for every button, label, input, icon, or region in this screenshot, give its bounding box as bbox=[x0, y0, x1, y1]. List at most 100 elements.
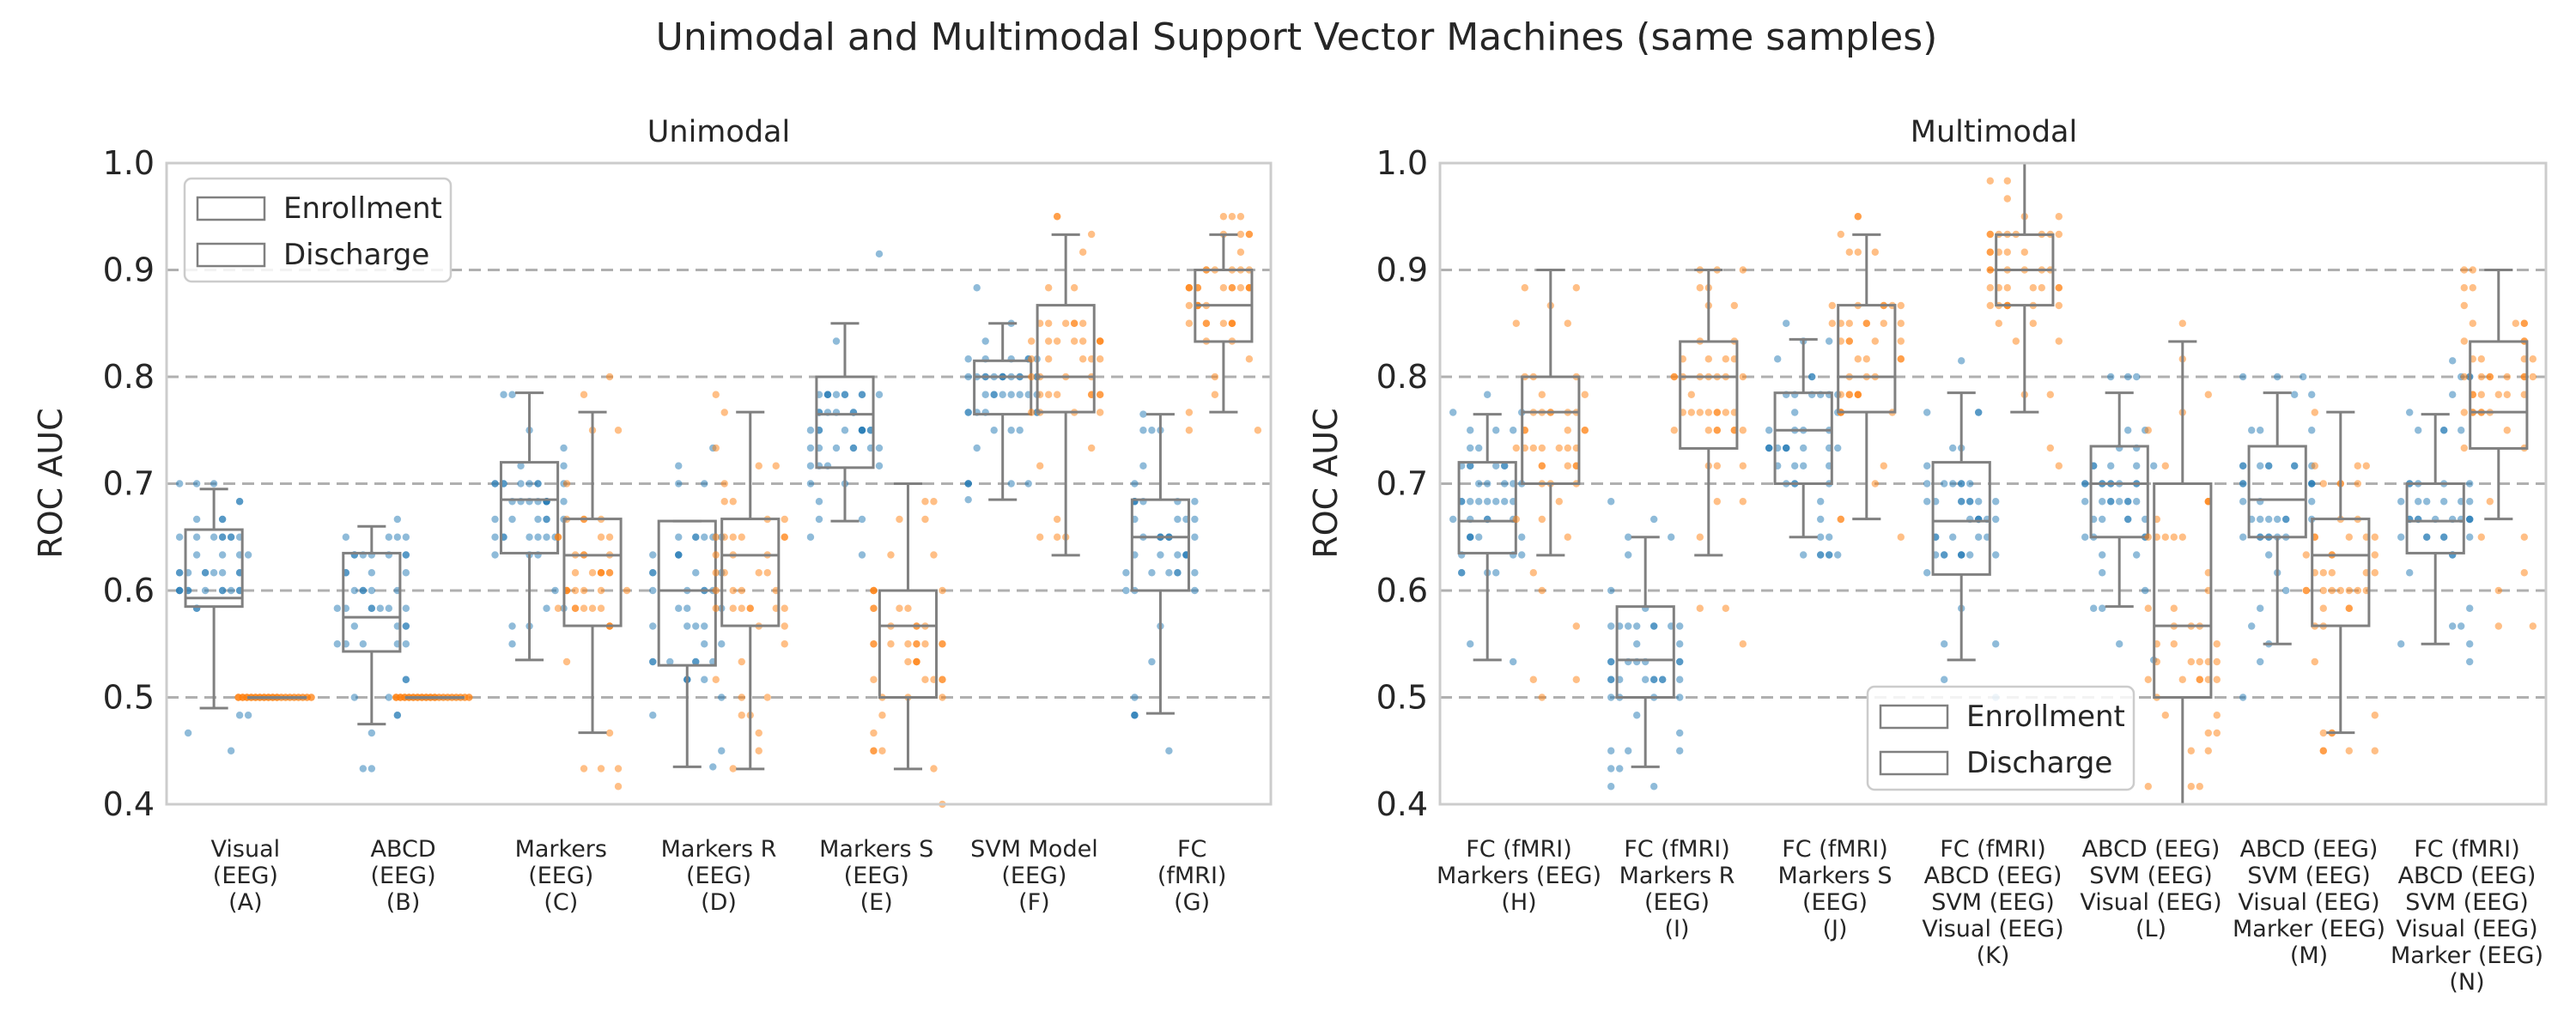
unimodal-data-point bbox=[921, 498, 929, 506]
multimodal-data-point bbox=[1687, 409, 1696, 416]
multimodal-data-point bbox=[2213, 657, 2221, 666]
multimodal-data-point bbox=[1676, 640, 1684, 648]
multimodal-x-tick-line: (N) bbox=[2449, 969, 2484, 996]
multimodal-box-iqr bbox=[2247, 445, 2307, 539]
unimodal-data-point bbox=[666, 657, 674, 666]
unimodal-data-point bbox=[1202, 319, 1211, 327]
unimodal-box-discharge bbox=[392, 694, 473, 701]
multimodal-data-point bbox=[2345, 604, 2353, 612]
multimodal-data-point bbox=[1676, 657, 1684, 666]
unimodal-data-point bbox=[402, 551, 410, 559]
unimodal-data-point bbox=[1185, 427, 1194, 434]
unimodal-data-point bbox=[1024, 480, 1032, 488]
multimodal-data-point bbox=[1897, 319, 1905, 327]
multimodal-data-point bbox=[1510, 427, 1517, 434]
multimodal-data-point bbox=[1467, 533, 1474, 541]
unimodal-data-point bbox=[841, 391, 849, 398]
unimodal-data-point bbox=[201, 569, 210, 577]
unimodal-data-point bbox=[1122, 586, 1130, 595]
multimodal-data-point bbox=[1845, 391, 1853, 398]
unimodal-data-point bbox=[517, 462, 525, 470]
unimodal-data-point bbox=[720, 498, 728, 506]
unimodal-x-tick-label: ABCD (EEG) (B) bbox=[370, 836, 435, 916]
unimodal-data-point bbox=[701, 640, 708, 648]
multimodal-data-point bbox=[2204, 729, 2212, 737]
multimodal-data-point bbox=[1475, 498, 1483, 506]
multimodal-data-point bbox=[2503, 391, 2511, 398]
multimodal-data-point bbox=[1828, 301, 1836, 310]
multimodal-x-tick-labels: FC (fMRI) Markers (EEG) (H)FC (fMRI) Marker… bbox=[1437, 836, 2543, 996]
unimodal-data-point bbox=[1044, 355, 1053, 363]
unimodal-data-point bbox=[580, 765, 588, 772]
unimodal-data-point bbox=[1139, 462, 1147, 470]
multimodal-data-point bbox=[2512, 319, 2519, 327]
multimodal-data-point bbox=[2466, 498, 2474, 506]
multimodal-data-point bbox=[1765, 427, 1773, 434]
unimodal-data-point bbox=[402, 533, 410, 541]
unimodal-data-point bbox=[692, 533, 700, 541]
unimodal-data-point bbox=[709, 763, 717, 771]
unimodal-box-iqr bbox=[973, 359, 1033, 416]
unimodal-data-point bbox=[1148, 657, 1156, 666]
multimodal-box-iqr bbox=[1931, 461, 1991, 576]
unimodal-data-point bbox=[964, 355, 972, 363]
unimodal-data-point bbox=[939, 676, 946, 683]
multimodal-x-tick-label: FC (fMRI) ABCD (EEG) SVM (EEG) Visual (EEG)… bbox=[2391, 836, 2543, 996]
unimodal-data-point bbox=[491, 480, 499, 488]
multimodal-data-point bbox=[1845, 337, 1853, 345]
unimodal-data-point bbox=[1044, 284, 1053, 292]
unimodal-x-tick-label: Markers R (EEG) (D) bbox=[661, 836, 777, 916]
multimodal-data-point bbox=[2265, 551, 2273, 559]
multimodal-data-point bbox=[1854, 391, 1862, 398]
multimodal-data-point bbox=[1986, 301, 1994, 310]
unimodal-data-point bbox=[806, 480, 815, 488]
multimodal-data-point bbox=[2257, 427, 2264, 434]
multimodal-data-point bbox=[2477, 355, 2485, 363]
multimodal-data-point bbox=[2055, 462, 2063, 470]
multimodal-y-tick-label: 0.9 bbox=[1376, 251, 1428, 289]
multimodal-panel: Multimodal ROC AUC 0.4 0.5 0.6 0.7 0.8 0.9 1.0… bbox=[1307, 115, 2548, 996]
multimodal-data-point bbox=[2319, 569, 2327, 577]
multimodal-data-point bbox=[2282, 586, 2290, 595]
unimodal-data-point bbox=[913, 640, 920, 648]
unimodal-x-tick-line: (E) bbox=[860, 889, 893, 916]
unimodal-data-point bbox=[244, 712, 252, 719]
multimodal-data-point bbox=[1958, 498, 1965, 506]
multimodal-data-point bbox=[1510, 657, 1517, 666]
unimodal-data-point bbox=[675, 480, 683, 488]
multimodal-data-point bbox=[2529, 373, 2537, 381]
unimodal-box-enrollment bbox=[175, 480, 252, 754]
unimodal-data-point bbox=[1236, 284, 1245, 292]
multimodal-data-point bbox=[1607, 747, 1615, 754]
unimodal-data-point bbox=[746, 604, 754, 612]
multimodal-data-point bbox=[1986, 230, 1994, 239]
unimodal-data-point bbox=[1245, 230, 1254, 239]
multimodal-data-point bbox=[2150, 462, 2158, 470]
unimodal-x-tick-line: FC bbox=[1177, 836, 1206, 863]
multimodal-data-point bbox=[1607, 694, 1615, 701]
multimodal-box-discharge bbox=[2144, 319, 2221, 806]
unimodal-data-point bbox=[402, 676, 410, 683]
multimodal-box-discharge bbox=[2302, 409, 2379, 754]
unimodal-box-iqr bbox=[184, 528, 244, 609]
multimodal-data-point bbox=[2440, 498, 2448, 506]
unimodal-data-point bbox=[508, 640, 516, 648]
unimodal-legend-label-enrollment: Enrollment bbox=[283, 191, 442, 226]
unimodal-data-point bbox=[858, 391, 866, 398]
multimodal-data-point bbox=[1668, 533, 1675, 541]
multimodal-x-tick-label: FC (fMRI) ABCD (EEG) SVM (EEG) Visual (EEG)… bbox=[1922, 836, 2063, 969]
unimodal-data-point bbox=[175, 533, 184, 541]
unimodal-data-point bbox=[1036, 462, 1044, 470]
unimodal-data-point bbox=[729, 533, 737, 541]
unimodal-data-point bbox=[675, 462, 683, 470]
unimodal-data-point bbox=[307, 694, 315, 701]
multimodal-data-point bbox=[1862, 355, 1870, 363]
multimodal-data-point bbox=[1739, 640, 1747, 648]
multimodal-data-point bbox=[1949, 480, 1957, 488]
unimodal-data-point bbox=[878, 712, 886, 719]
multimodal-data-point bbox=[2466, 480, 2474, 488]
multimodal-data-point bbox=[1941, 480, 1948, 488]
unimodal-data-point bbox=[1245, 355, 1254, 363]
multimodal-data-point bbox=[2460, 337, 2468, 345]
multimodal-data-point bbox=[1817, 515, 1825, 524]
